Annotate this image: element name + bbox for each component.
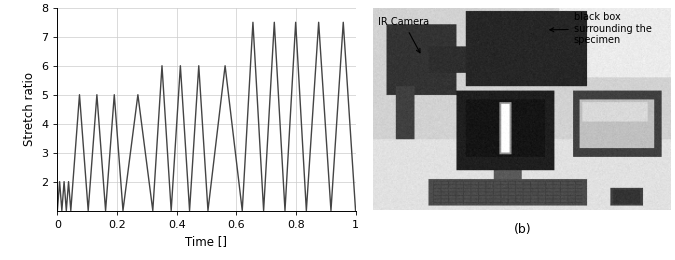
Text: IR Camera: IR Camera [378, 17, 429, 53]
Text: black box
surrounding the
specimen: black box surrounding the specimen [550, 12, 651, 46]
Text: (b): (b) [514, 223, 531, 236]
Y-axis label: Stretch ratio: Stretch ratio [23, 72, 36, 146]
X-axis label: Time []: Time [] [186, 235, 227, 248]
